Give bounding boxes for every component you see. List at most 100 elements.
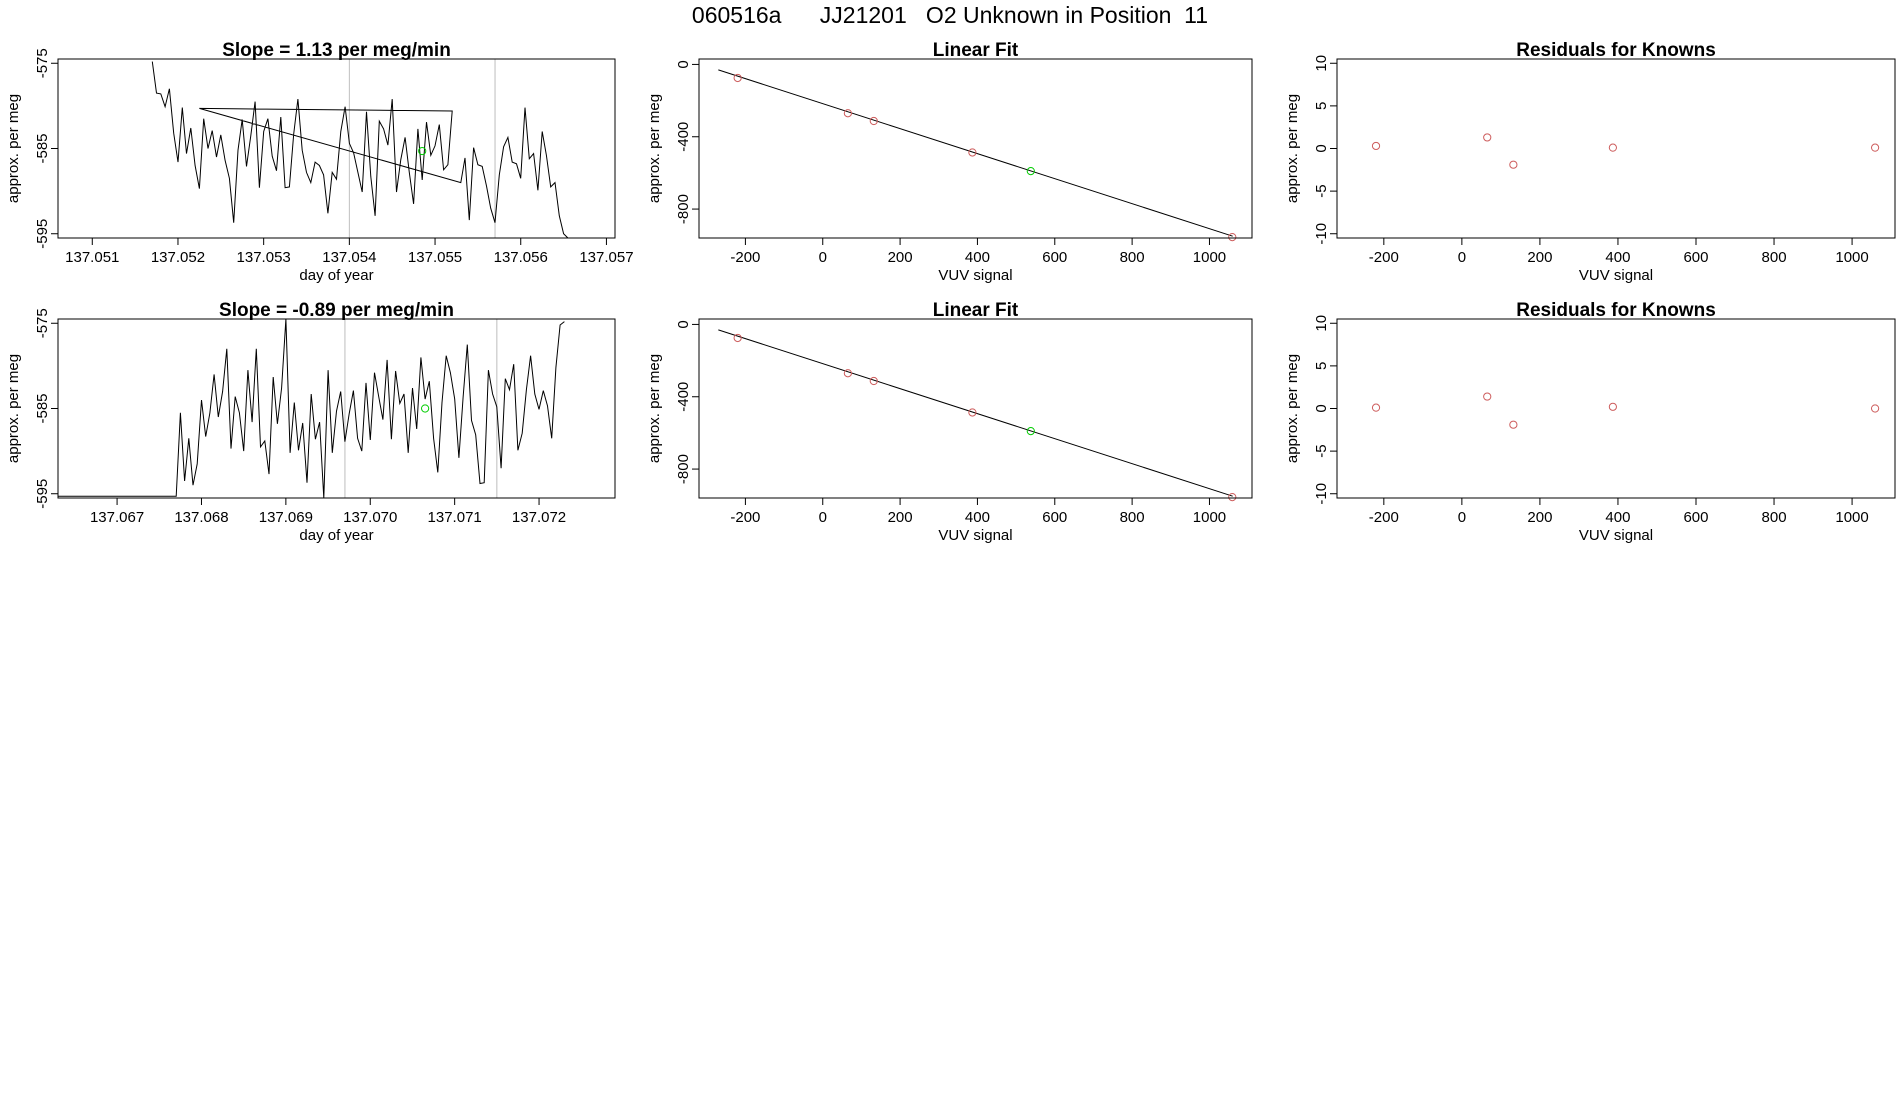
- series-line: [151, 61, 569, 238]
- y-tick-label: -575: [34, 308, 51, 338]
- x-tick-label: 600: [1683, 249, 1708, 266]
- y-tick-label: -800: [675, 454, 692, 484]
- y-axis-label: approx. per meg: [646, 94, 663, 203]
- y-axis-label: approx. per meg: [5, 94, 22, 203]
- x-tick-label: 0: [819, 249, 827, 266]
- y-tick-label: -585: [34, 133, 51, 163]
- x-tick-label: -200: [1369, 249, 1399, 266]
- x-axis-label: day of year: [299, 267, 373, 284]
- y-tick-label: -400: [675, 382, 692, 412]
- x-tick-label: 400: [965, 509, 990, 526]
- x-tick-label: 600: [1042, 249, 1067, 266]
- x-tick-label: 800: [1762, 509, 1787, 526]
- x-axis-label: VUV signal: [938, 267, 1012, 284]
- data-point: [1026, 427, 1035, 436]
- x-tick-label: 137.071: [428, 509, 482, 526]
- x-tick-label: 137.069: [259, 509, 313, 526]
- y-tick-label: 5: [1313, 102, 1330, 110]
- data-point: [1608, 402, 1617, 411]
- y-tick-label: 10: [1313, 55, 1330, 72]
- x-tick-label: 400: [965, 249, 990, 266]
- y-tick-label: -10: [1313, 483, 1330, 505]
- chart-panel-2: -200 0 200 400 600 800 1000 0 -400 -800 Linear Fit…: [646, 40, 1253, 284]
- y-tick-label: 0: [1313, 144, 1330, 152]
- plot-frame: [698, 58, 1253, 239]
- data-point: [968, 148, 977, 157]
- x-tick-label: 400: [1605, 249, 1630, 266]
- chart-panel-3: -200 0 200 400 600 800 1000 10 5 0 -5 -10 Residuals …: [1284, 40, 1896, 284]
- data-point: [1870, 404, 1880, 413]
- plot-frame: [698, 318, 1253, 499]
- chart-title: Slope = -0.89 per meg/min: [219, 300, 454, 321]
- data-point: [1026, 167, 1035, 176]
- x-axis-label: day of year: [299, 527, 373, 544]
- data-point: [843, 109, 852, 118]
- figure-title: 060516a JJ21201 O2 Unknown in Position 1…: [691, 2, 1209, 28]
- x-tick-label: 1000: [1835, 509, 1868, 526]
- chart-panel-4: 137.067 137.068 137.069 137.070 137.071 137.0…: [5, 300, 616, 544]
- data-point: [1228, 492, 1237, 502]
- chart-panel-6: -200 0 200 400 600 800 1000 10 5 0 -5 -10 Residuals …: [1284, 300, 1896, 544]
- x-axis-label: VUV signal: [938, 527, 1012, 544]
- plot-frame: [57, 58, 616, 239]
- x-tick-label: 137.056: [494, 249, 548, 266]
- series-line: [58, 319, 565, 498]
- data-point: [968, 408, 977, 417]
- data-point: [1371, 141, 1381, 151]
- chart-panel-1: 137.051 137.052 137.053 137.054 137.055 137.0…: [5, 40, 634, 284]
- y-tick-label: -585: [34, 393, 51, 423]
- x-tick-label: 137.057: [579, 249, 633, 266]
- data-point: [1371, 403, 1381, 412]
- y-tick-label: -575: [34, 48, 51, 78]
- chart-title: Residuals for Knowns: [1516, 40, 1716, 61]
- y-axis-label: approx. per meg: [5, 354, 22, 463]
- y-axis-label: approx. per meg: [1284, 94, 1301, 203]
- x-tick-label: 1000: [1193, 249, 1226, 266]
- data-point: [1509, 420, 1518, 429]
- x-tick-label: 0: [1458, 509, 1466, 526]
- data-point: [1228, 232, 1237, 242]
- y-axis-label: approx. per meg: [1284, 354, 1301, 463]
- x-tick-label: 200: [888, 249, 913, 266]
- data-point: [733, 333, 742, 343]
- y-tick-label: 0: [675, 60, 692, 68]
- x-tick-label: 200: [888, 509, 913, 526]
- data-point: [1509, 160, 1518, 169]
- y-tick-label: -800: [675, 194, 692, 224]
- data-point: [869, 376, 878, 386]
- y-tick-label: 0: [1313, 404, 1330, 412]
- x-tick-label: -200: [730, 249, 760, 266]
- x-axis-label: VUV signal: [1579, 527, 1653, 544]
- x-tick-label: 137.053: [237, 249, 291, 266]
- y-axis-label: approx. per meg: [646, 354, 663, 463]
- x-tick-label: 400: [1605, 509, 1630, 526]
- chart-title: Residuals for Knowns: [1516, 300, 1716, 321]
- y-tick-label: -595: [34, 479, 51, 509]
- data-point: [1483, 133, 1492, 142]
- x-tick-label: 137.054: [322, 249, 376, 266]
- y-tick-label: -5: [1313, 184, 1330, 197]
- chart-title: Linear Fit: [933, 40, 1019, 61]
- data-point: [869, 116, 878, 126]
- data-point: [1870, 143, 1880, 152]
- highlight-point: [421, 404, 430, 413]
- y-tick-label: -595: [34, 219, 51, 249]
- x-tick-label: 600: [1683, 509, 1708, 526]
- y-tick-label: 0: [675, 320, 692, 328]
- x-tick-label: 0: [819, 509, 827, 526]
- highlight-point: [418, 146, 427, 156]
- y-tick-label: -10: [1313, 223, 1330, 245]
- y-tick-label: -5: [1313, 444, 1330, 457]
- y-tick-label: 5: [1313, 362, 1330, 370]
- x-tick-label: -200: [1369, 509, 1399, 526]
- x-tick-label: 137.072: [512, 509, 566, 526]
- plot-frame: [57, 318, 616, 499]
- data-point: [1608, 143, 1617, 152]
- chart-panel-5: -200 0 200 400 600 800 1000 0 -400 -800 Linear Fit…: [646, 300, 1253, 544]
- data-point: [1483, 392, 1492, 401]
- x-tick-label: 1000: [1835, 249, 1868, 266]
- x-tick-label: 200: [1527, 509, 1552, 526]
- chart-title: Linear Fit: [933, 300, 1019, 321]
- x-tick-label: 137.055: [408, 249, 462, 266]
